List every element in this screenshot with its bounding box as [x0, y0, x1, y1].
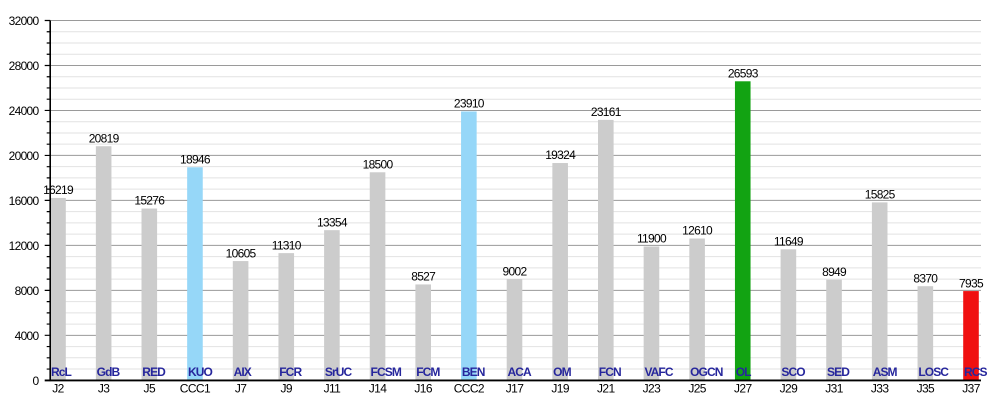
svg-text:FCM: FCM	[416, 365, 440, 379]
svg-text:J35: J35	[917, 382, 935, 396]
svg-text:15276: 15276	[134, 194, 165, 208]
svg-text:J17: J17	[506, 382, 524, 396]
svg-text:SCO: SCO	[781, 365, 805, 379]
svg-text:8000: 8000	[15, 284, 40, 298]
svg-text:0: 0	[33, 374, 40, 388]
svg-text:J5: J5	[144, 382, 156, 396]
svg-text:GdB: GdB	[97, 365, 121, 379]
svg-text:8527: 8527	[411, 270, 436, 284]
svg-text:10605: 10605	[226, 246, 257, 260]
svg-text:9002: 9002	[503, 264, 528, 278]
svg-text:J11: J11	[324, 382, 342, 396]
svg-text:BEN: BEN	[462, 365, 485, 379]
svg-text:AIX: AIX	[234, 365, 252, 379]
svg-text:SrUC: SrUC	[325, 365, 353, 379]
svg-text:RCS: RCS	[964, 365, 988, 379]
svg-text:20819: 20819	[89, 131, 120, 145]
svg-text:FCSM: FCSM	[371, 365, 402, 379]
svg-text:CCC1: CCC1	[180, 382, 211, 396]
svg-text:RcL: RcL	[51, 365, 72, 379]
svg-text:ACA: ACA	[508, 365, 533, 379]
svg-text:OL: OL	[736, 365, 751, 379]
svg-text:23161: 23161	[591, 105, 622, 119]
svg-text:J21: J21	[597, 382, 615, 396]
svg-text:11900: 11900	[637, 232, 667, 246]
svg-text:OGCN: OGCN	[690, 365, 723, 379]
svg-text:13354: 13354	[317, 215, 348, 229]
svg-text:J9: J9	[281, 382, 293, 396]
svg-text:J14: J14	[369, 382, 387, 396]
svg-text:KUO: KUO	[188, 365, 213, 379]
svg-text:20000: 20000	[9, 149, 40, 163]
svg-text:J16: J16	[414, 382, 432, 396]
svg-text:32000: 32000	[9, 14, 40, 28]
svg-text:J7: J7	[235, 382, 247, 396]
svg-text:J3: J3	[98, 382, 110, 396]
svg-text:J37: J37	[962, 382, 980, 396]
svg-text:VAFC: VAFC	[644, 365, 673, 379]
svg-text:15825: 15825	[865, 188, 896, 202]
svg-text:11649: 11649	[774, 235, 804, 249]
svg-text:J27: J27	[734, 382, 752, 396]
svg-text:26593: 26593	[728, 66, 759, 80]
svg-text:J33: J33	[871, 382, 889, 396]
svg-text:19324: 19324	[545, 148, 576, 162]
svg-text:RED: RED	[142, 365, 166, 379]
svg-text:FCR: FCR	[279, 365, 302, 379]
svg-text:ASM: ASM	[873, 365, 898, 379]
svg-text:12000: 12000	[9, 239, 40, 253]
svg-text:SED: SED	[827, 365, 850, 379]
svg-text:FCN: FCN	[599, 365, 621, 379]
svg-text:7935: 7935	[959, 276, 984, 290]
svg-text:18500: 18500	[363, 157, 394, 171]
svg-text:J29: J29	[780, 382, 798, 396]
svg-text:16219: 16219	[43, 183, 74, 197]
svg-text:23910: 23910	[454, 97, 485, 111]
svg-text:12610: 12610	[682, 224, 713, 238]
svg-text:J25: J25	[688, 382, 706, 396]
svg-text:16000: 16000	[9, 194, 40, 208]
svg-text:11310: 11310	[272, 238, 302, 252]
svg-text:LOSC: LOSC	[918, 365, 949, 379]
svg-text:J2: J2	[52, 382, 64, 396]
svg-text:J31: J31	[825, 382, 843, 396]
svg-text:8370: 8370	[913, 271, 938, 285]
svg-text:28000: 28000	[9, 59, 40, 73]
svg-text:J19: J19	[551, 382, 569, 396]
svg-text:J23: J23	[643, 382, 661, 396]
svg-text:OM: OM	[553, 365, 571, 379]
svg-text:4000: 4000	[15, 329, 40, 343]
svg-text:18946: 18946	[180, 152, 211, 166]
svg-text:CCC2: CCC2	[454, 382, 485, 396]
svg-text:24000: 24000	[9, 104, 40, 118]
svg-text:8949: 8949	[822, 265, 847, 279]
